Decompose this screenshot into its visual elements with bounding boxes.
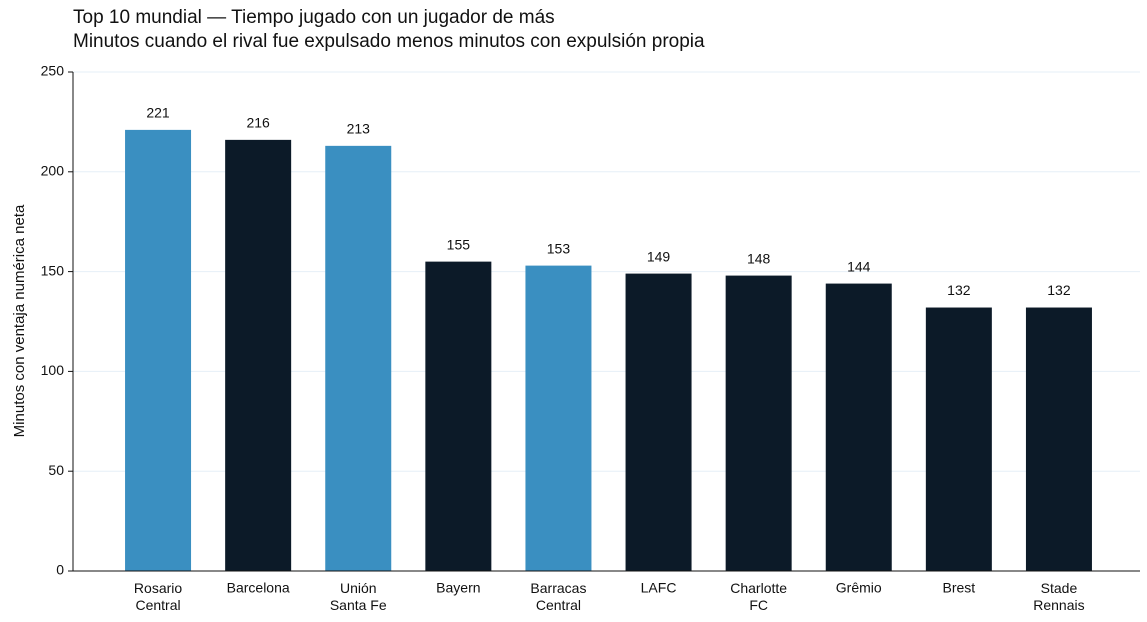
bar	[225, 139, 292, 571]
data-label: 213	[347, 121, 371, 137]
chart-subtitle: Minutos cuando el rival fue expulsado me…	[73, 31, 705, 52]
bar	[125, 129, 192, 571]
y-axis-label: Minutos con ventaja numérica neta	[11, 204, 28, 437]
data-label: 216	[246, 115, 270, 131]
bar	[925, 307, 992, 571]
x-tick-label: Stade Rennais	[1033, 580, 1084, 613]
data-label: 155	[447, 236, 471, 252]
data-label: 221	[146, 105, 170, 121]
data-label: 148	[747, 250, 771, 266]
bar	[1025, 307, 1092, 571]
bar	[325, 145, 392, 572]
y-tick-label: 50	[48, 462, 64, 478]
y-tick-label: 100	[41, 362, 65, 378]
data-label: 153	[547, 240, 571, 256]
x-tick-label: LAFC	[641, 580, 677, 596]
x-tick-label: Charlotte FC	[730, 580, 787, 613]
bar	[825, 283, 892, 571]
bar	[425, 261, 492, 571]
data-label: 132	[947, 282, 971, 298]
bar	[625, 273, 692, 571]
bar	[525, 265, 592, 571]
bar	[725, 275, 792, 571]
data-label: 144	[847, 258, 871, 274]
x-tick-label: Barcelona	[227, 580, 290, 596]
x-tick-label: Rosario Central	[134, 580, 182, 613]
data-label: 132	[1047, 282, 1071, 298]
x-tick-label: Brest	[943, 580, 976, 596]
y-tick-label: 150	[41, 262, 65, 278]
x-tick-label: Bayern	[436, 580, 480, 596]
chart-title: Top 10 mundial — Tiempo jugado con un ju…	[73, 7, 555, 28]
x-tick-label: Barracas Central	[530, 580, 586, 613]
x-tick-label: Unión Santa Fe	[330, 580, 387, 613]
y-tick-label: 200	[41, 163, 65, 179]
y-tick-label: 250	[41, 63, 65, 79]
x-tick-label: Grêmio	[836, 580, 882, 596]
y-tick-label: 0	[56, 562, 64, 578]
data-label: 149	[647, 248, 671, 264]
